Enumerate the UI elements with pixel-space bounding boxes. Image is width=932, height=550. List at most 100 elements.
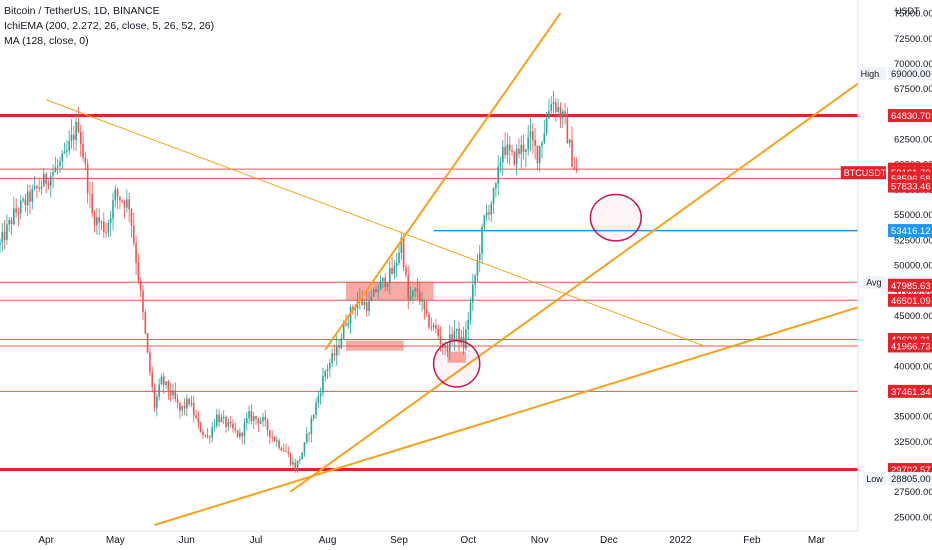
x-tick-label: Nov	[531, 535, 549, 546]
candle-body-131	[301, 452, 303, 460]
candle-body-112	[257, 419, 260, 424]
price-labels: 69000.00High64830.7059513.5859161.70BTCU…	[840, 67, 932, 486]
candle-body-110	[252, 416, 255, 421]
candle-body-54	[123, 201, 126, 208]
candle-body-76	[174, 390, 177, 400]
candle-body-202	[465, 329, 467, 349]
candle-body-68	[156, 396, 158, 408]
candle-body-212	[488, 212, 490, 215]
candle-body-19	[43, 174, 45, 187]
candle-body-136	[312, 414, 315, 419]
candle-body-64	[146, 333, 149, 353]
price-label-box-8	[888, 278, 932, 292]
candle-body-127	[292, 462, 294, 465]
candle-body-224	[515, 148, 518, 165]
x-tick-label: Jul	[250, 535, 263, 546]
candle-body-43	[98, 217, 100, 223]
candle-body-118	[271, 437, 273, 439]
candle-body-221	[508, 144, 511, 151]
candle-body-31	[70, 134, 73, 141]
circle-annotation-1	[589, 193, 642, 242]
candle-body-220	[506, 144, 509, 156]
candle-body-196	[451, 334, 453, 340]
candle-body-200	[460, 336, 463, 343]
candle-body-27	[61, 153, 64, 162]
candle-body-6	[13, 208, 15, 225]
candle-body-176	[405, 267, 407, 276]
price-label-box-11	[888, 339, 932, 353]
candle-body-223	[513, 152, 516, 165]
candle-body-160	[368, 301, 370, 311]
candle-body-38	[86, 163, 89, 193]
candle-body-109	[250, 411, 253, 421]
candle-body-10	[22, 199, 24, 201]
price-label-value-13: 29702.57	[891, 465, 931, 476]
candle-body-75	[172, 390, 174, 396]
y-tick-label: 25000.00	[894, 512, 932, 523]
candle-body-188	[432, 325, 435, 328]
legend-symbol[interactable]: Bitcoin / TetherUS, 1D, BINANCE	[4, 5, 160, 17]
candle-body-35	[79, 131, 82, 144]
candle-body-234	[538, 145, 541, 164]
candle-body-170	[391, 268, 393, 274]
candle-body-120	[275, 440, 278, 442]
candle-body-225	[518, 148, 520, 155]
candle-body-171	[393, 265, 396, 274]
candle-body-249	[573, 167, 576, 169]
candle-body-162	[372, 288, 375, 297]
candle-body-45	[102, 221, 105, 232]
candle-body-93	[213, 425, 216, 428]
candle-body-29	[66, 150, 68, 152]
candle-body-25	[56, 165, 59, 168]
candle-body-174	[400, 237, 403, 253]
zone-2	[447, 351, 466, 363]
candle-body-119	[273, 437, 276, 442]
candle-body-193	[444, 346, 446, 348]
candle-body-114	[262, 416, 264, 422]
candle-body-122	[280, 447, 283, 451]
price-label-box-0	[888, 67, 932, 81]
candle-body-179	[412, 290, 414, 296]
candle-body-181	[416, 288, 419, 292]
candle-body-209	[481, 227, 483, 254]
candle-body-17	[38, 187, 41, 189]
candle-body-84	[192, 402, 195, 416]
candle-body-36	[82, 143, 84, 158]
x-tick-label: Mar	[808, 535, 826, 546]
candle-body-78	[179, 403, 181, 411]
candle-body-175	[402, 237, 405, 268]
candle-body-195	[448, 334, 451, 352]
candle-body-214	[492, 188, 495, 204]
candle-body-65	[149, 352, 151, 373]
candle-body-51	[116, 189, 119, 197]
candle-body-197	[453, 330, 456, 340]
candle-body-205	[472, 284, 474, 303]
y-tick-label: 72500.00	[894, 34, 932, 45]
candle-body-63	[144, 312, 147, 334]
candle-body-169	[388, 268, 391, 284]
candle-body-137	[315, 402, 317, 415]
price-label-box-14	[888, 472, 932, 486]
x-tick-label: Dec	[600, 535, 618, 546]
candle-body-82	[188, 398, 190, 405]
candle-body-40	[91, 193, 94, 214]
legend-ichimoku[interactable]: IchiEMA (200, 2.272, 26, close, 5, 26, 5…	[4, 20, 215, 32]
candle-body-213	[490, 203, 493, 215]
candle-body-28	[63, 151, 66, 154]
price-label-tag-7: Avg	[866, 278, 881, 288]
candle-body-238	[548, 110, 550, 119]
candle-body-218	[501, 146, 504, 163]
candle-body-55	[126, 199, 128, 208]
x-tick-label: 2022	[669, 535, 692, 546]
candle-body-141	[324, 371, 327, 377]
candle-body-23	[52, 172, 54, 176]
y-tick-label: 62500.00	[894, 135, 932, 146]
circle-annotations	[432, 193, 642, 388]
y-tick-label: 35000.00	[894, 412, 932, 423]
candle-body-99	[227, 421, 230, 427]
legend-ma[interactable]: MA (128, close, 0)	[4, 35, 89, 47]
candle-body-165	[379, 280, 382, 290]
candle-body-12	[26, 191, 29, 206]
candle-body-158	[363, 301, 366, 305]
